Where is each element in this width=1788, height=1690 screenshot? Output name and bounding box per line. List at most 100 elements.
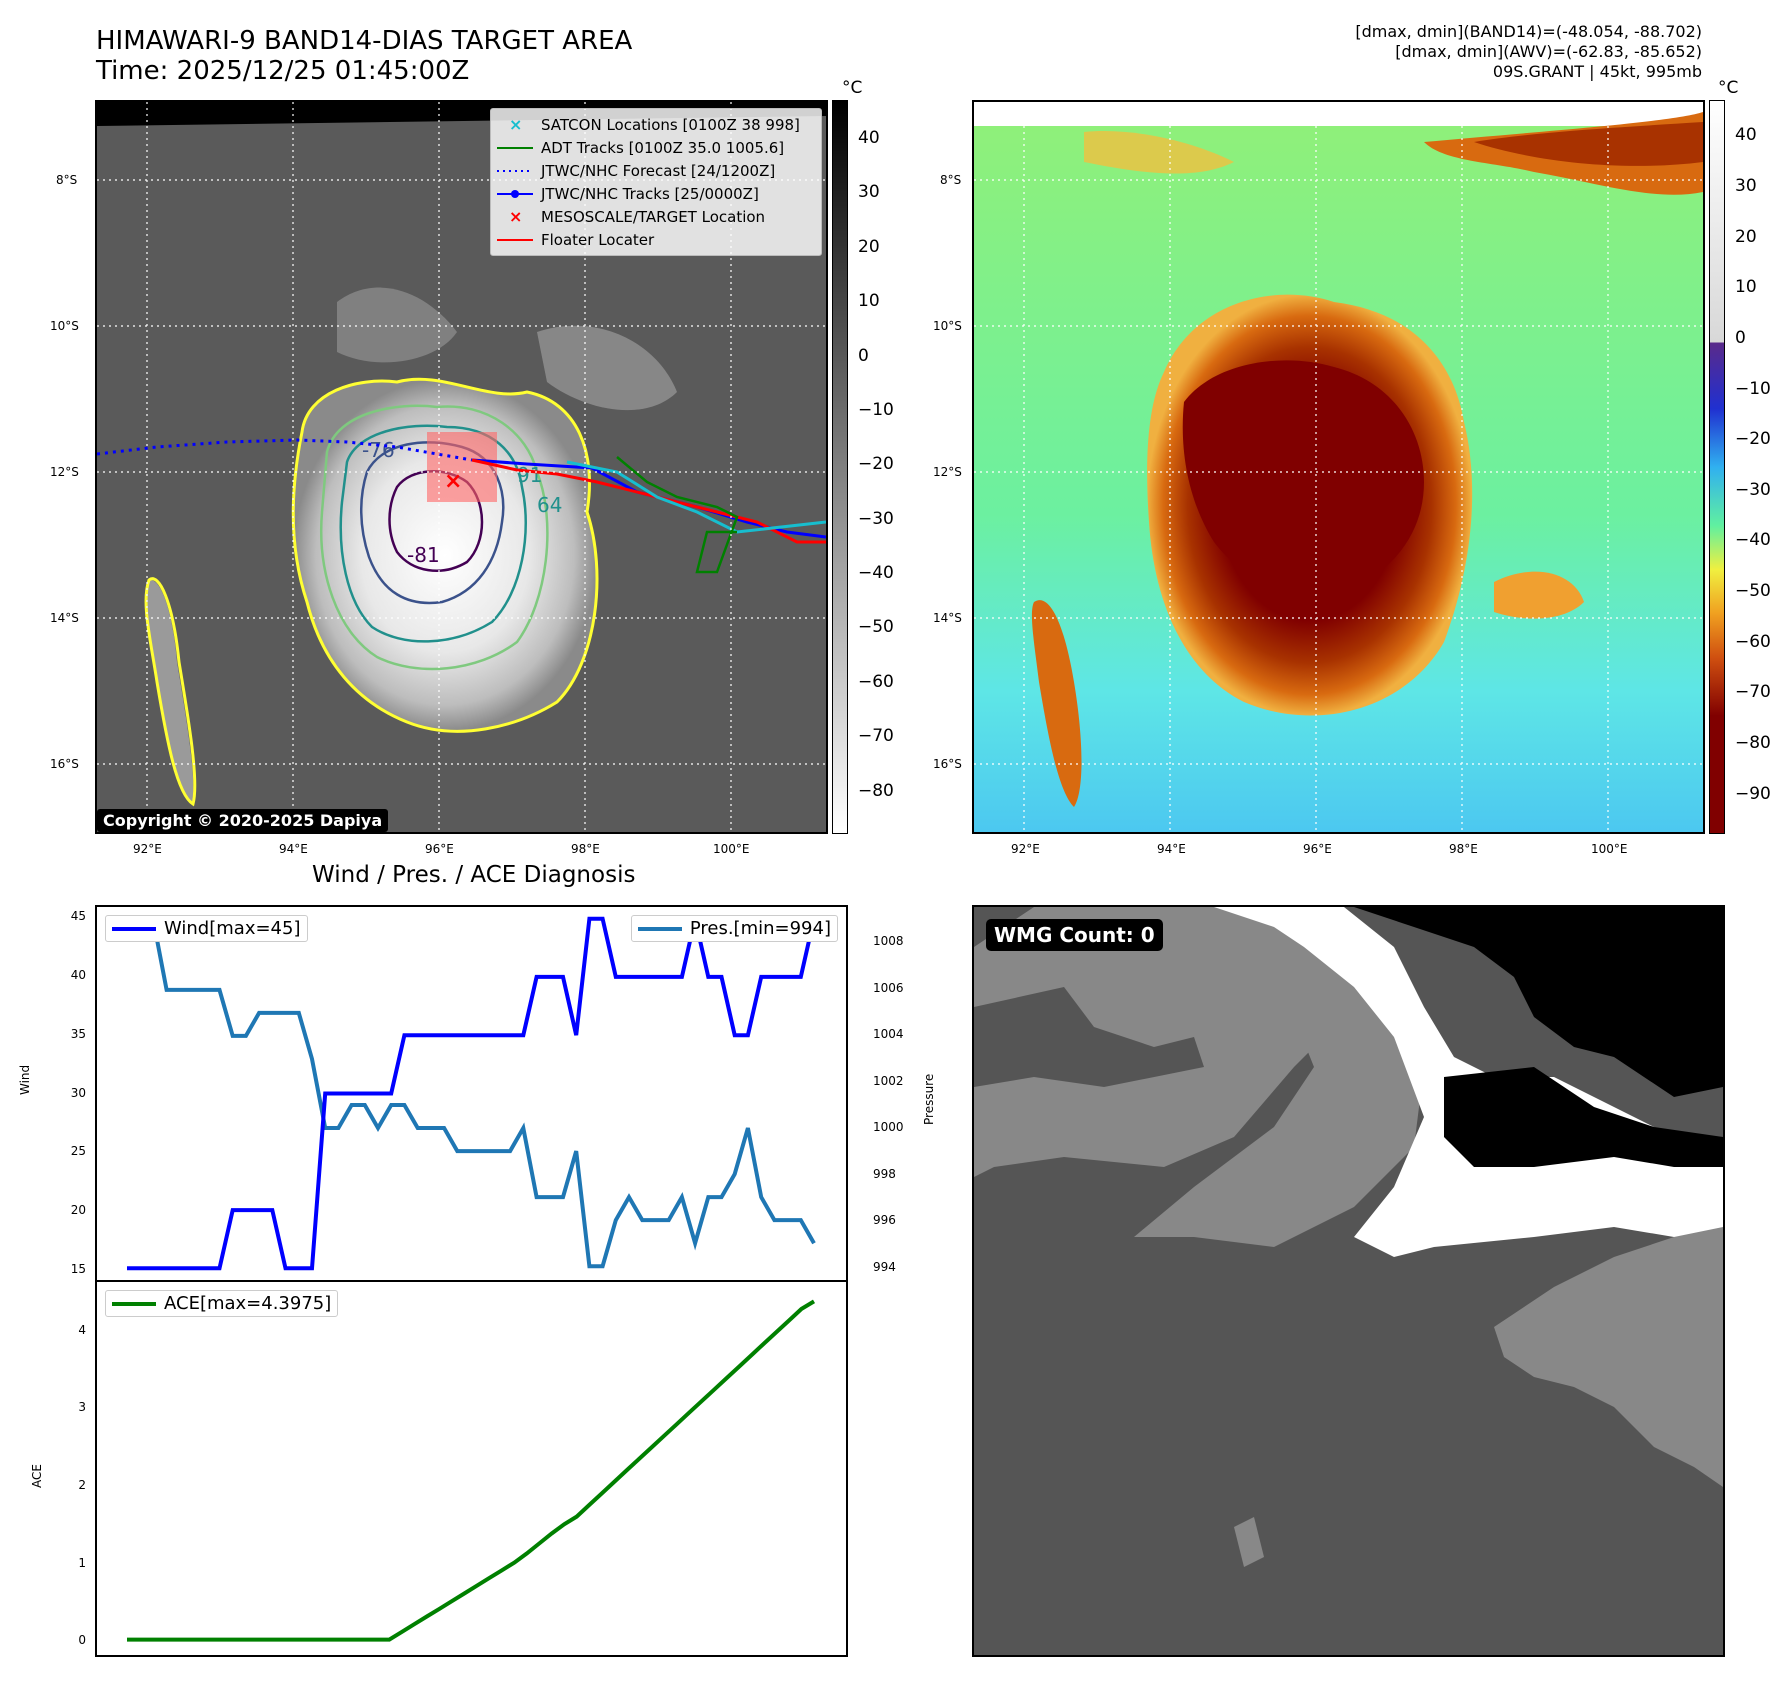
colorbar-tick: −20 <box>1735 429 1771 450</box>
x-marker-icon: × <box>509 209 522 225</box>
svg-text:×: × <box>509 209 522 225</box>
target-marker: × <box>444 469 462 494</box>
pressure-tick: 996 <box>873 1213 896 1228</box>
colorbar-tick: −50 <box>1735 581 1771 602</box>
colorbar-tick: −30 <box>858 508 894 529</box>
wind-tick: 45 <box>70 908 86 923</box>
colorbar-tick: 10 <box>1735 277 1757 298</box>
contour-label-64: 64 <box>537 493 562 517</box>
lon-label: 94°E <box>279 842 308 856</box>
legend-item-forecast: JTWC/NHC Forecast [24/1200Z] <box>497 159 815 182</box>
solid-line-icon <box>497 146 533 149</box>
ace-tick: 4 <box>78 1322 86 1337</box>
lon-label: 100°E <box>1591 842 1628 856</box>
lat-label: 12°S <box>50 465 79 479</box>
wind-legend: Wind[max=45] <box>105 915 308 942</box>
pressure-tick: 1002 <box>873 1073 904 1088</box>
legend-item-adt: ADT Tracks [0100Z 35.0 1005.6] <box>497 136 815 159</box>
colorbar-tick: −40 <box>1735 530 1771 551</box>
lon-label: 92°E <box>133 842 162 856</box>
pressure-tick: 1000 <box>873 1120 904 1135</box>
svg-text:×: × <box>509 117 522 133</box>
satcon-track <box>566 460 826 534</box>
wind-tick: 30 <box>70 1085 86 1100</box>
pressure-tick: 994 <box>873 1260 896 1275</box>
colorbar-tick: −90 <box>1735 783 1771 804</box>
wind-tick: 40 <box>70 967 86 982</box>
wind-axis-label: Wind <box>18 1064 32 1095</box>
colorbar-tick: 20 <box>858 236 880 257</box>
lat-label: 14°S <box>933 611 962 625</box>
pressure-legend: Pres.[min=994] <box>630 915 838 942</box>
forecast-track <box>97 438 473 462</box>
dotted-line-icon <box>497 169 533 172</box>
colorbar-tick: 30 <box>1735 176 1757 197</box>
map-grid <box>974 102 1703 832</box>
lon-label: 96°E <box>1303 842 1332 856</box>
legend-item-satcon: × SATCON Locations [0100Z 38 998] <box>497 113 815 136</box>
lon-label: 98°E <box>571 842 600 856</box>
lat-label: 8°S <box>940 173 962 187</box>
band14-map-panel: -76 -81 64 91 × × SATCON Locations [0100… <box>95 100 828 834</box>
lon-label: 92°E <box>1011 842 1040 856</box>
ace-legend-label: ACE[max=4.3975] <box>164 1293 332 1314</box>
colorbar-tick: −10 <box>1735 378 1771 399</box>
colorbar-tick: 40 <box>1735 125 1757 146</box>
solid-line-icon <box>497 238 533 241</box>
awv-range: [dmax, dmin](AWV)=(-62.83, -85.652) <box>1395 42 1702 61</box>
legend-label: Floater Locater <box>541 230 655 249</box>
wind-pressure-canvas <box>127 916 816 1271</box>
colorbar-tick: −80 <box>858 780 894 801</box>
pressure-tick: 1004 <box>873 1027 904 1042</box>
copyright-badge: Copyright © 2020-2025 Dapiya <box>97 809 389 832</box>
contour-label-81: -81 <box>407 543 440 567</box>
colorbar-tick: 0 <box>1735 327 1746 348</box>
legend-item-mesoscale: × MESOSCALE/TARGET Location <box>497 205 815 228</box>
lat-label: 12°S <box>933 465 962 479</box>
wind-series-line <box>127 916 816 1271</box>
colorbar-right <box>1709 100 1725 834</box>
colorbar-right-unit: °C <box>1718 78 1739 98</box>
diagnosis-title: Wind / Pres. / ACE Diagnosis <box>312 862 636 888</box>
lon-label: 96°E <box>425 842 454 856</box>
target-box <box>427 432 497 502</box>
colorbar-left <box>832 100 848 834</box>
legend-item-floater: Floater Locater <box>497 228 815 251</box>
colorbar-tick: 40 <box>858 128 880 149</box>
wind-tick: 15 <box>70 1262 86 1277</box>
ace-canvas <box>127 1299 816 1642</box>
ace-legend-swatch <box>112 1301 156 1306</box>
pressure-series-line <box>127 918 816 1269</box>
wind-pressure-plot: Wind[max=45] Pres.[min=994] <box>95 905 848 1282</box>
colorbar-tick: −60 <box>1735 631 1771 652</box>
colorbar-tick: −10 <box>858 399 894 420</box>
colorbar-tick: −60 <box>858 671 894 692</box>
colorbar-tick: −30 <box>1735 479 1771 500</box>
colorbar-tick: −20 <box>858 454 894 475</box>
map-legend: × SATCON Locations [0100Z 38 998] ADT Tr… <box>490 108 822 256</box>
colorbar-tick: 20 <box>1735 226 1757 247</box>
lon-label: 94°E <box>1157 842 1186 856</box>
lat-label: 8°S <box>56 173 78 187</box>
lat-label: 10°S <box>50 319 79 333</box>
pressure-tick: 1008 <box>873 934 904 949</box>
awv-map-panel <box>972 100 1705 834</box>
ace-plot: ACE[max=4.3975] <box>95 1280 848 1657</box>
wmg-image <box>974 907 1723 1655</box>
wind-tick: 20 <box>70 1203 86 1218</box>
chart-title: HIMAWARI-9 BAND14-DIAS TARGET AREA <box>96 26 633 56</box>
legend-label: SATCON Locations [0100Z 38 998] <box>541 115 800 134</box>
awv-map-image <box>974 102 1703 832</box>
colorbar-tick: 30 <box>858 182 880 203</box>
wind-tick: 35 <box>70 1026 86 1041</box>
colorbar-tick: −50 <box>858 617 894 638</box>
pressure-axis-label: Pressure <box>922 1073 936 1125</box>
lon-label: 100°E <box>713 842 750 856</box>
adt-track <box>616 456 739 574</box>
lat-label: 16°S <box>50 757 79 771</box>
legend-label: MESOSCALE/TARGET Location <box>541 207 766 226</box>
lat-label: 10°S <box>933 319 962 333</box>
ace-tick: 2 <box>78 1477 86 1492</box>
ace-tick: 0 <box>78 1633 86 1648</box>
colorbar-tick: 0 <box>858 345 869 366</box>
